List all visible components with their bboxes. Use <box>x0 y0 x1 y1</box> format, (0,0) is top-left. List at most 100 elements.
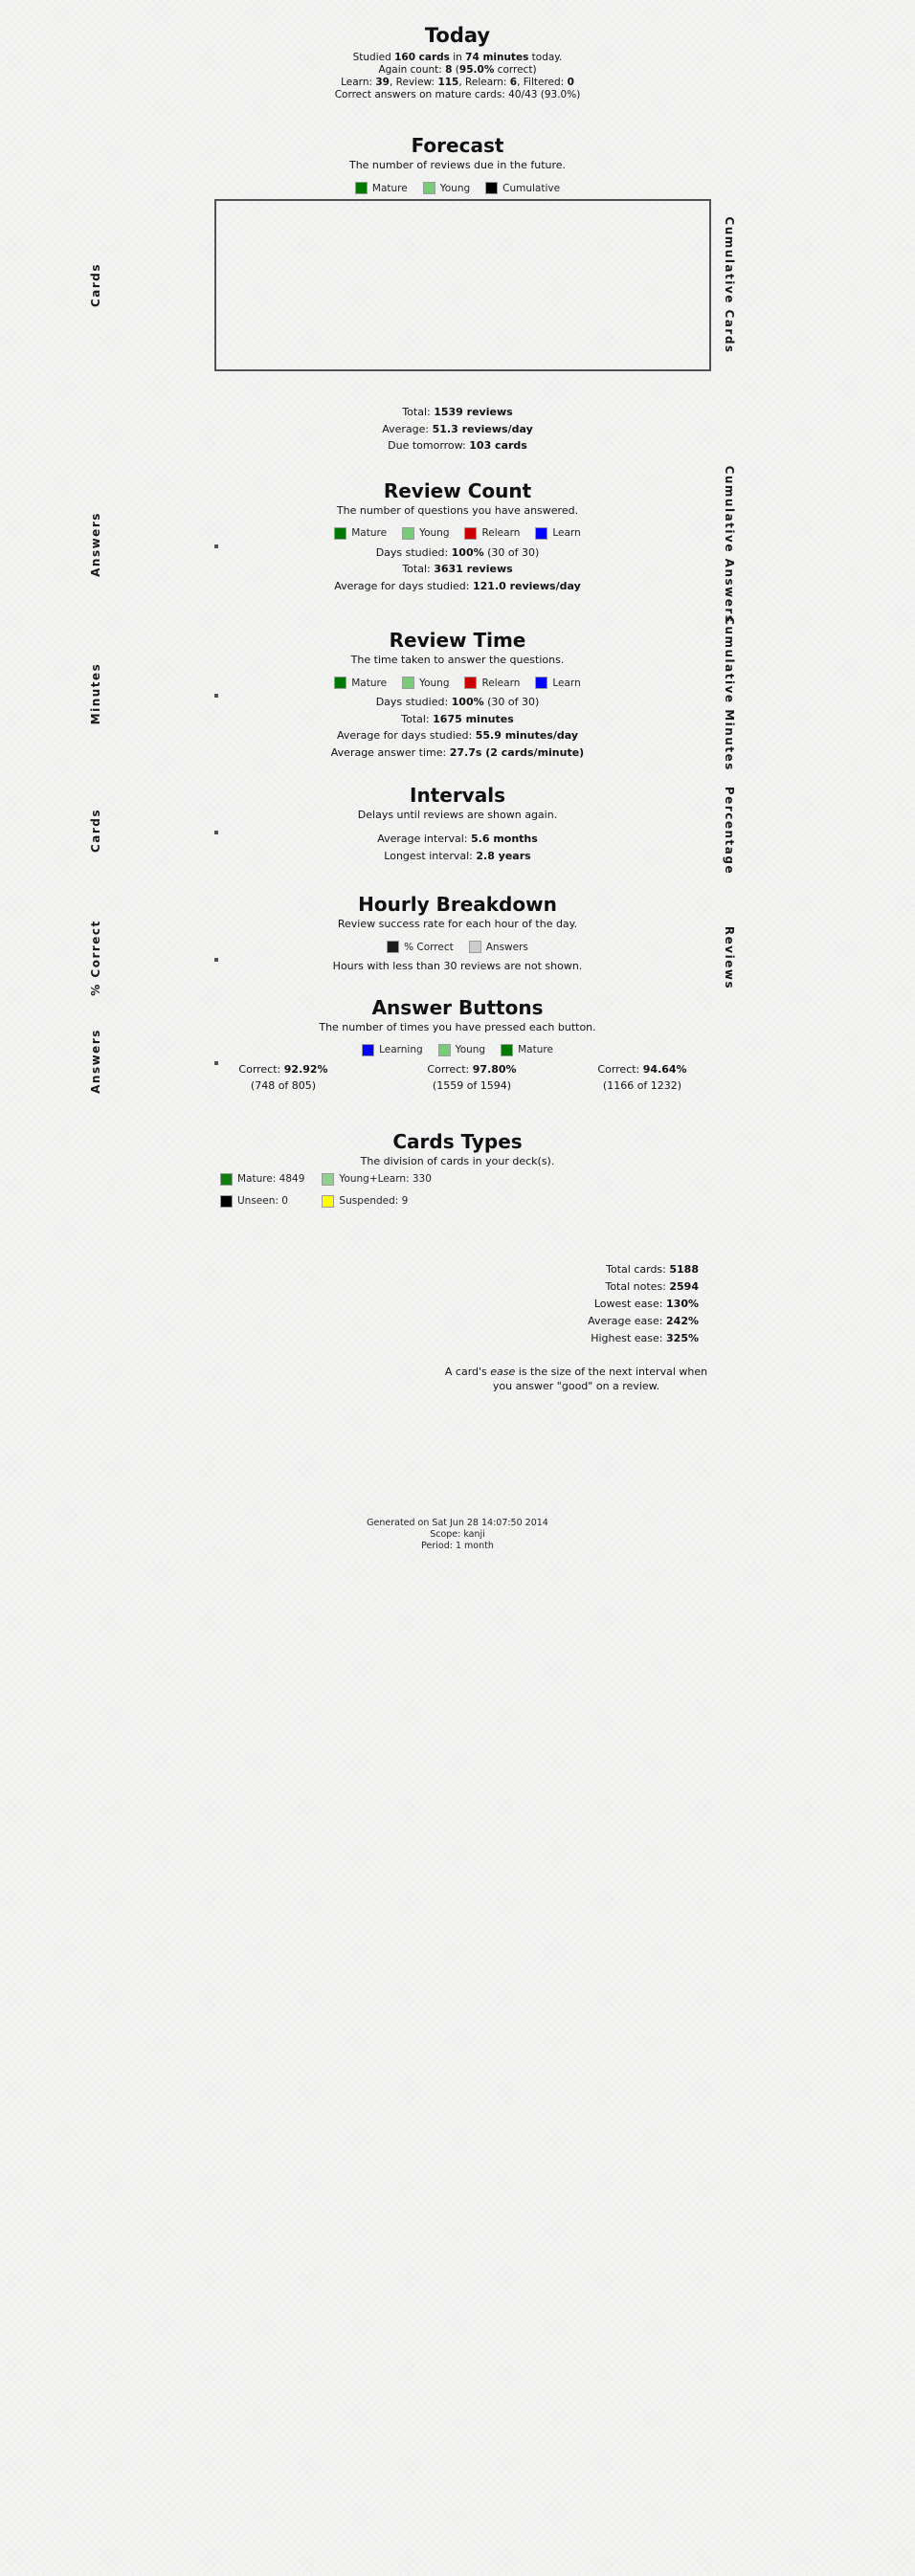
text-line: Correct answers on mature cards: 40/43 (… <box>334 89 581 100</box>
cards-types-body: Mature: 4849 Young+Learn: 330 Unseen: 0 Sus… <box>0 1169 915 1456</box>
intervals-title: Intervals <box>410 784 505 807</box>
legend-swatch <box>468 941 481 953</box>
legend-label: Learn <box>552 677 581 689</box>
legend-item: Relearn <box>464 526 520 540</box>
text-line: Highest ease: 325% <box>591 1331 699 1344</box>
legend-item: Mature: 4849 <box>220 1172 304 1186</box>
legend-label: Young <box>455 1044 486 1055</box>
text-line: Total: 1539 reviews <box>402 406 513 418</box>
legend-swatch <box>402 526 415 540</box>
hourly-plot-area <box>214 958 218 962</box>
correct-count: (748 of 805) <box>250 1078 317 1092</box>
forecast-legend: Mature Young Cumulative <box>0 181 915 195</box>
answer-buttons-title: Answer Buttons <box>371 995 544 1019</box>
text-line: A card's ease is the size of the next in… <box>444 1365 708 1392</box>
legend-item: Relearn <box>464 677 520 689</box>
today-title: Today <box>424 24 491 47</box>
review-count-section: Review Count The number of questions you… <box>0 465 915 623</box>
text-line: Total: 1675 minutes <box>401 712 514 725</box>
legend-label: Young <box>419 527 450 539</box>
legend-label: Learn <box>552 527 581 539</box>
intervals-summary: Average interval: 5.6 months Longest inte… <box>0 831 915 864</box>
text-line: Total notes: 2594 <box>605 1279 699 1293</box>
intervals-plot-area <box>214 831 218 834</box>
cards-types-title: Cards Types <box>392 1129 523 1153</box>
intervals-y-axis-title: Cards <box>89 808 102 854</box>
legend-swatch <box>334 526 347 540</box>
legend-swatch <box>220 1194 233 1208</box>
text-line: Average interval: 5.6 months <box>377 833 538 845</box>
cards-stats: Total cards: 5188 Total notes: 2594 Lowest… <box>450 1261 699 1347</box>
review-count-legend: Mature Young Relearn Learn <box>0 526 915 541</box>
legend-label: Suspended: 9 <box>339 1195 409 1207</box>
text-line: Total cards: 5188 <box>606 1262 699 1276</box>
legend-swatch <box>220 1172 233 1186</box>
legend-label: Mature <box>351 677 388 689</box>
legend-label: Cumulative <box>502 182 561 194</box>
today-section: Today Studied 160 cards in 74 minutes to… <box>0 23 915 101</box>
hourly-subtitle: Review success rate for each hour of the… <box>337 918 578 930</box>
correct-label-young: Correct: 97.80% (1559 of 1594) <box>427 1061 516 1094</box>
legend-swatch <box>422 182 435 194</box>
text-line: Correct: 94.64% <box>597 1062 687 1076</box>
forecast-subtitle: The number of reviews due in the future. <box>348 159 567 171</box>
forecast-summary: Total: 1539 reviews Average: 51.3 reviews… <box>0 404 915 455</box>
forecast-y-axis-title: Cards <box>89 262 102 308</box>
legend-item: Young <box>422 182 471 194</box>
text-line: Studied 160 cards in 74 minutes today. <box>352 52 563 63</box>
cards-ease-note: A card's ease is the size of the next in… <box>442 1365 710 1393</box>
answer-buttons-plot-area <box>214 1060 218 1065</box>
correct-label-learning: Correct: 92.92% (748 of 805) <box>238 1061 327 1094</box>
text-line: Total: 3631 reviews <box>402 563 513 575</box>
legend-label: Young <box>439 182 471 194</box>
legend-swatch <box>535 677 548 689</box>
text-line: Average: 51.3 reviews/day <box>382 422 533 435</box>
hourly-legend: % Correct Answers <box>0 940 915 954</box>
legend-item: Learn <box>535 526 581 540</box>
legend-swatch <box>464 526 478 540</box>
legend-swatch <box>322 1194 335 1208</box>
correct-pct: Correct: 92.92% <box>238 1061 327 1077</box>
text-line: Days studied: 100% (30 of 30) <box>375 545 540 559</box>
review-time-y-axis-title: Minutes <box>89 662 102 725</box>
scope: Scope: kanji <box>430 1528 485 1540</box>
correct-count: (1166 of 1232) <box>602 1078 682 1092</box>
review-time-summary: Days studied: 100% (30 of 30) Total: 1675… <box>0 694 915 761</box>
legend-item: Mature <box>334 677 387 689</box>
review-time-subtitle: The time taken to answer the questions. <box>350 654 565 666</box>
answer-buttons-legend: Learning Young Mature <box>0 1043 915 1057</box>
review-time-y2-axis-title: Cumulative Minutes <box>723 616 736 771</box>
review-count-summary: Days studied: 100% (30 of 30) Total: 3631… <box>0 544 915 595</box>
legend-swatch <box>354 182 368 194</box>
hourly-section: Hourly Breakdown Review success rate for… <box>0 893 915 996</box>
legend-swatch <box>322 1172 335 1186</box>
text-line: Average answer time: 27.7s (2 cards/minu… <box>330 745 585 759</box>
correct-pct: Correct: 94.64% <box>597 1061 686 1077</box>
legend-label: Answers <box>485 941 528 953</box>
legend-item: Young+Learn: 330 <box>322 1172 432 1186</box>
legend-label: Young <box>419 677 450 689</box>
forecast-chart: Cards Cumulative Cards <box>0 199 915 404</box>
legend-label: Mature <box>518 1044 553 1055</box>
review-time-title: Review Time <box>389 629 526 652</box>
legend-label: Learning <box>379 1044 423 1055</box>
text-line: Again count: 8 (95.0% correct) <box>378 64 537 76</box>
today-stats: Studied 160 cards in 74 minutes today. Ag… <box>0 52 915 101</box>
legend-swatch <box>464 677 478 689</box>
review-count-title: Review Count <box>383 478 532 502</box>
review-time-legend: Mature Young Relearn Learn <box>0 676 915 690</box>
text-line: Learn: 39, Review: 115, Relearn: 6, Filt… <box>341 77 574 88</box>
legend-item: Mature <box>501 1043 553 1056</box>
text-line: Average ease: 242% <box>588 1314 699 1327</box>
generated-on: Generated on Sat Jun 28 14:07:50 2014 <box>367 1517 548 1528</box>
answer-buttons-correct-row: Correct: 92.92% (748 of 805) Correct: 97… <box>0 1061 915 1103</box>
intervals-subtitle: Delays until reviews are shown again. <box>357 809 558 821</box>
correct-pct: Correct: 97.80% <box>427 1061 516 1077</box>
text-line: Days studied: 100% (30 of 30) <box>375 696 540 708</box>
text-line: Average for days studied: 121.0 reviews/… <box>334 579 581 592</box>
cards-pie-chart <box>189 1238 386 1435</box>
hourly-note: Hours with less than 30 reviews are not … <box>0 958 915 975</box>
generation-footer: Generated on Sat Jun 28 14:07:50 2014 Sc… <box>0 1518 915 1562</box>
intervals-y2-axis-title: Percentage <box>723 786 736 876</box>
legend-label: Unseen: 0 <box>237 1195 288 1207</box>
